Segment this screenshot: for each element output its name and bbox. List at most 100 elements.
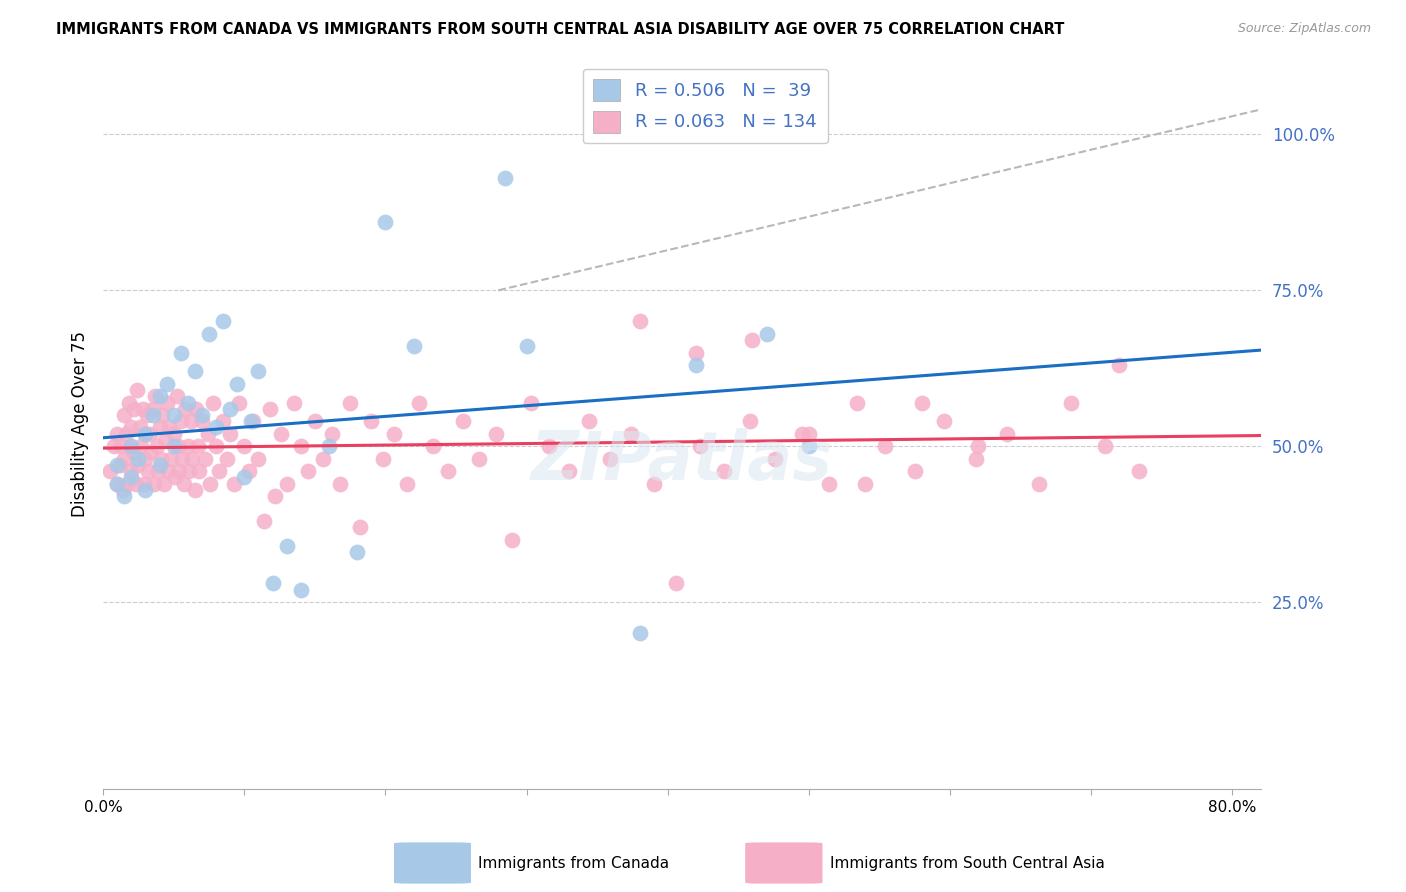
- Point: [520, 395, 543, 409]
- Point: [395, 476, 418, 491]
- Point: [121, 445, 143, 459]
- FancyBboxPatch shape: [745, 842, 823, 884]
- Point: [797, 426, 820, 441]
- Point: [855, 476, 877, 491]
- Point: [665, 576, 688, 591]
- Point: [188, 464, 211, 478]
- Point: [197, 426, 219, 441]
- Point: [738, 414, 761, 428]
- Point: [276, 539, 298, 553]
- Point: [436, 464, 458, 478]
- Point: [156, 395, 179, 409]
- Point: [911, 395, 934, 409]
- Point: [159, 420, 181, 434]
- Point: [128, 420, 150, 434]
- Point: [382, 426, 405, 441]
- Point: [233, 470, 256, 484]
- Point: [346, 545, 368, 559]
- Point: [339, 395, 361, 409]
- Point: [143, 389, 166, 403]
- Point: [156, 376, 179, 391]
- Point: [558, 464, 581, 478]
- Point: [169, 464, 191, 478]
- Point: [163, 439, 186, 453]
- Point: [741, 333, 763, 347]
- Point: [451, 414, 474, 428]
- Point: [817, 476, 839, 491]
- Point: [297, 464, 319, 478]
- Point: [685, 358, 707, 372]
- Point: [134, 426, 156, 441]
- Point: [200, 476, 222, 491]
- Point: [494, 171, 516, 186]
- Point: [134, 483, 156, 497]
- Point: [141, 408, 163, 422]
- Point: [467, 451, 489, 466]
- Point: [247, 364, 270, 378]
- Point: [283, 395, 305, 409]
- Point: [105, 476, 128, 491]
- Point: [138, 426, 160, 441]
- Point: [205, 420, 228, 434]
- Point: [117, 395, 139, 409]
- Point: [134, 426, 156, 441]
- Point: [290, 582, 312, 597]
- Point: [402, 339, 425, 353]
- Point: [1028, 476, 1050, 491]
- Point: [150, 451, 173, 466]
- Point: [238, 464, 260, 478]
- Point: [264, 489, 287, 503]
- Point: [105, 458, 128, 472]
- Point: [290, 439, 312, 453]
- Point: [142, 476, 165, 491]
- Point: [152, 408, 174, 422]
- Point: [643, 476, 665, 491]
- Point: [233, 439, 256, 453]
- Point: [115, 476, 138, 491]
- Point: [120, 464, 142, 478]
- Point: [120, 439, 142, 453]
- Point: [212, 414, 235, 428]
- Point: [181, 451, 204, 466]
- Point: [995, 426, 1018, 441]
- Point: [845, 395, 868, 409]
- Point: [172, 451, 194, 466]
- Point: [219, 426, 242, 441]
- Point: [538, 439, 561, 453]
- Point: [135, 408, 157, 422]
- Point: [155, 433, 177, 447]
- Point: [120, 420, 142, 434]
- Point: [217, 451, 239, 466]
- Text: Immigrants from Canada: Immigrants from Canada: [478, 855, 669, 871]
- Point: [685, 345, 707, 359]
- Point: [253, 514, 276, 528]
- Point: [689, 439, 711, 453]
- Point: [122, 401, 145, 416]
- Point: [111, 483, 134, 497]
- Point: [105, 426, 128, 441]
- Point: [120, 470, 142, 484]
- Text: IMMIGRANTS FROM CANADA VS IMMIGRANTS FROM SOUTH CENTRAL ASIA DISABILITY AGE OVER: IMMIGRANTS FROM CANADA VS IMMIGRANTS FRO…: [56, 22, 1064, 37]
- Point: [628, 314, 651, 328]
- Point: [763, 451, 786, 466]
- Point: [270, 426, 292, 441]
- Point: [502, 533, 524, 547]
- Point: [127, 458, 149, 472]
- Text: ZIPatlas: ZIPatlas: [531, 428, 832, 494]
- Text: Source: ZipAtlas.com: Source: ZipAtlas.com: [1237, 22, 1371, 36]
- Point: [205, 439, 228, 453]
- Point: [620, 426, 643, 441]
- Point: [180, 414, 202, 428]
- Point: [118, 439, 141, 453]
- Point: [329, 476, 352, 491]
- Point: [129, 439, 152, 453]
- Point: [797, 439, 820, 453]
- Point: [112, 408, 135, 422]
- Point: [141, 401, 163, 416]
- Point: [110, 439, 132, 453]
- Point: [112, 451, 135, 466]
- Point: [163, 426, 186, 441]
- Point: [1128, 464, 1150, 478]
- Point: [157, 464, 180, 478]
- Point: [1108, 358, 1130, 372]
